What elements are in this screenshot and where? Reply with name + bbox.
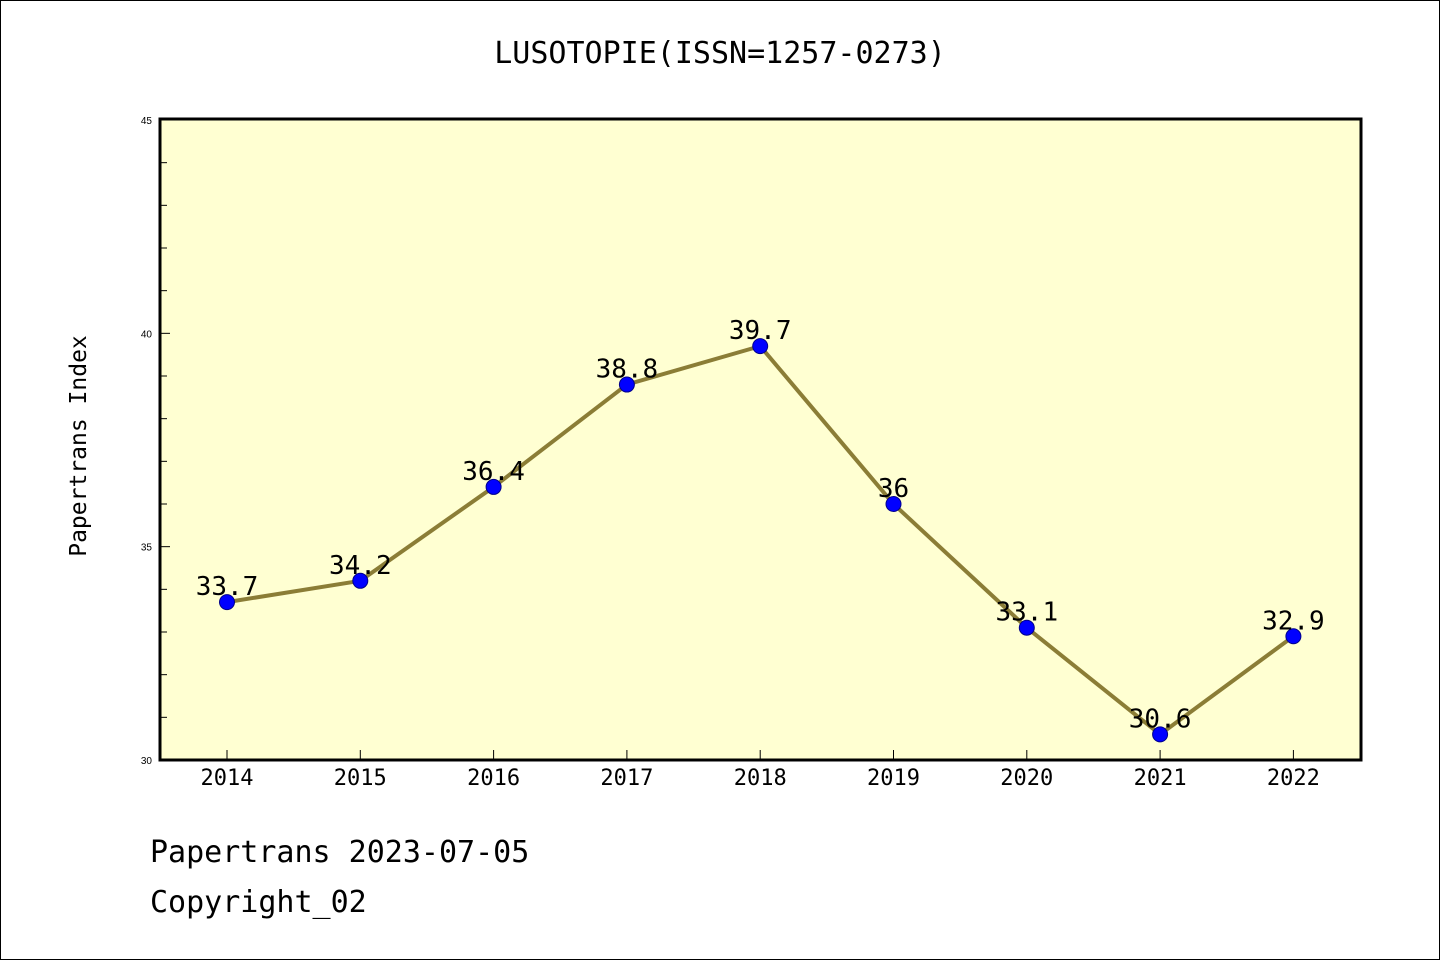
data-label: 34.2	[329, 551, 392, 581]
data-point	[1018, 619, 1035, 636]
x-tick-label: 2014	[201, 766, 254, 791]
data-point	[352, 572, 369, 589]
plot-area	[158, 117, 1363, 762]
x-axis: 2014 2015 2016 2017 2018 2019 2020 2021 2022	[201, 750, 1320, 791]
x-tick-label: 2022	[1267, 766, 1320, 791]
x-tick-label: 2019	[867, 766, 920, 791]
x-tick-label: 2015	[334, 766, 387, 791]
y-tick-label: 45	[141, 116, 153, 127]
data-label: 32.9	[1262, 606, 1325, 636]
data-point	[1152, 726, 1169, 743]
data-labels: 33.7 34.2 36.4 38.8 39.7 36 33.1 30.6 32.9	[196, 316, 1325, 734]
footer-date: Papertrans 2023-07-05	[150, 835, 530, 870]
x-tick-label: 2017	[600, 766, 653, 791]
data-point	[219, 594, 235, 611]
data-point	[885, 496, 902, 512]
footer-copyright: Copyright_02	[150, 885, 367, 920]
data-point	[1285, 628, 1302, 645]
data-point	[618, 376, 635, 393]
chart-title: LUSOTOPIE(ISSN=1257-0273)	[494, 36, 946, 71]
data-label: 36.4	[462, 457, 525, 487]
x-tick-label: 2020	[1000, 766, 1053, 791]
data-point	[752, 338, 769, 355]
y-tick-label: 35	[141, 543, 153, 554]
y-axis: 30 35 40 45	[141, 116, 170, 767]
data-point	[485, 478, 502, 495]
data-label: 38.8	[596, 355, 659, 385]
x-tick-label: 2016	[467, 766, 520, 791]
data-label: 30.6	[1129, 704, 1192, 734]
y-tick-label: 30	[141, 756, 153, 767]
data-label: 33.7	[196, 572, 259, 602]
data-label: 39.7	[729, 316, 792, 346]
y-tick-label: 40	[141, 329, 153, 340]
x-tick-label: 2021	[1134, 766, 1187, 791]
x-tick-label: 2018	[734, 766, 787, 791]
data-label: 33.1	[995, 598, 1058, 628]
data-points	[219, 338, 1302, 743]
data-label: 36	[878, 474, 909, 504]
y-axis-label: Papertrans Index	[66, 335, 92, 557]
